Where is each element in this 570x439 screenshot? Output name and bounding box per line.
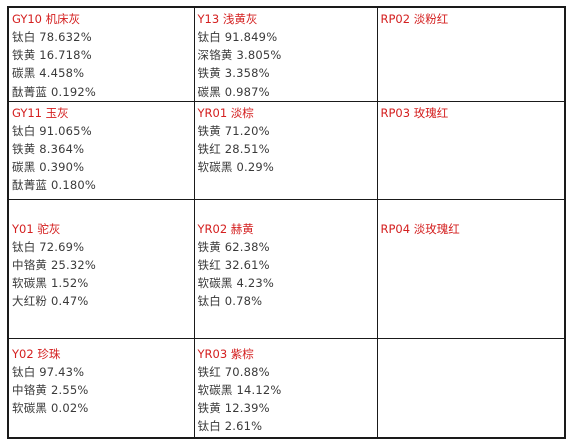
pigment-ingredient: 钛白 97.43% <box>12 364 85 379</box>
recipe-cell: GY11 玉灰钛白 91.065% 铁黄 8.364% 碳黑 0.390% 酞菁蓝 0… <box>7 100 195 200</box>
color-code-title: GY11 玉灰 <box>12 105 69 120</box>
pigment-ingredient: 软碳黑 14.12% <box>197 383 282 398</box>
pigment-ingredient: 铁黄 3.358% <box>197 66 270 81</box>
recipe-cell: Y02 珍珠钛白 97.43% 中铬黄 2.55% 软碳黑 0.02% <box>7 337 195 439</box>
recipe-cell: YR01 淡棕铁黄 71.20% 铁红 28.51% 软碳黑 0.29% <box>193 100 378 200</box>
pigment-ingredient: 铁红 28.51% <box>197 142 270 157</box>
pigment-ingredient: 软碳黑 0.02% <box>12 401 89 416</box>
table-row: GY11 玉灰钛白 91.065% 铁黄 8.364% 碳黑 0.390% 酞菁蓝 0… <box>7 100 566 200</box>
pigment-ingredient: 碳黑 0.390% <box>12 160 85 175</box>
color-code-title: Y01 驼灰 <box>12 221 61 236</box>
pigment-ingredient: 软碳黑 4.23% <box>197 276 274 291</box>
color-code-title: YR02 赫黄 <box>197 221 254 236</box>
page: GY10 机床灰 钛白 78.632% 铁黄 16.718% 碳黑 4.458% 酞菁蓝… <box>7 6 566 439</box>
color-code-title: RP03 玫瑰红 <box>380 105 449 120</box>
table-row: Y02 珍珠钛白 97.43% 中铬黄 2.55% 软碳黑 0.02% YR03 紫棕… <box>7 337 566 439</box>
recipe-cell: GY10 机床灰 钛白 78.632% 铁黄 16.718% 碳黑 4.458% 酞菁蓝… <box>7 6 195 102</box>
pigment-ingredient: 大红粉 0.47% <box>12 294 89 309</box>
pigment-ingredient: 酞菁蓝 0.192% <box>12 84 97 99</box>
color-code-title: YR01 淡棕 <box>197 105 254 120</box>
recipe-cell: RP02 淡粉红 <box>376 6 566 102</box>
color-code-title: YR03 紫棕 <box>197 346 254 361</box>
pigment-ingredient: 铁黄 12.39% <box>197 401 270 416</box>
pigment-ingredient: 酞菁蓝 0.180% <box>12 178 97 193</box>
recipe-cell: YR03 紫棕铁红 70.88% 软碳黑 14.12% 铁黄 12.39% 钛白 2.… <box>193 337 378 439</box>
table-row: Y01 驼灰钛白 72.69% 中铬黄 25.32% 软碳黑 1.52% 大红粉 0.… <box>7 198 566 339</box>
recipe-cell: Y13 浅黄灰钛白 91.849% 深铬黄 3.805% 铁黄 3.358% 碳黑 0… <box>193 6 378 102</box>
table-row: GY10 机床灰 钛白 78.632% 铁黄 16.718% 碳黑 4.458% 酞菁蓝… <box>7 6 566 102</box>
pigment-ingredient: 中铬黄 2.55% <box>12 383 89 398</box>
pigment-ingredient: 碳黑 4.458% <box>12 66 85 81</box>
pigment-ingredient: 钛白 72.69% <box>12 239 85 254</box>
pigment-ingredient: 铁黄 8.364% <box>12 142 85 157</box>
table-body: GY10 机床灰 钛白 78.632% 铁黄 16.718% 碳黑 4.458% 酞菁蓝… <box>7 6 566 439</box>
pigment-ingredient: 软碳黑 0.29% <box>197 160 274 175</box>
color-code-title: RP04 淡玫瑰红 <box>380 221 460 236</box>
recipe-cell: RP04 淡玫瑰红 <box>376 198 566 339</box>
recipe-cell <box>376 337 566 439</box>
pigment-ingredient: 铁黄 16.718% <box>12 48 92 63</box>
color-code-title: RP02 淡粉红 <box>380 12 449 26</box>
recipe-cell: Y01 驼灰钛白 72.69% 中铬黄 25.32% 软碳黑 1.52% 大红粉 0.… <box>7 198 195 339</box>
pigment-ingredient: 中铬黄 25.32% <box>12 258 97 273</box>
color-code-title: Y02 珍珠 <box>12 346 61 361</box>
pigment-ingredient: 钛白 2.61% <box>197 419 263 434</box>
pigment-ingredient: 铁红 32.61% <box>197 258 270 273</box>
recipe-cell: RP03 玫瑰红 <box>376 100 566 200</box>
pigment-ingredient: 铁黄 62.38% <box>197 239 270 254</box>
recipe-cell: YR02 赫黄铁黄 62.38% 铁红 32.61% 软碳黑 4.23% 钛白 0.7… <box>193 198 378 339</box>
pigment-ingredient: 钛白 78.632% <box>12 30 92 44</box>
pigment-ingredient: 铁黄 71.20% <box>197 123 270 138</box>
pigment-ingredient: 深铬黄 3.805% <box>197 48 282 63</box>
pigment-ingredient: 钛白 91.849% <box>197 30 278 44</box>
pigment-ingredient: 钛白 0.78% <box>197 294 263 309</box>
color-code-title: Y13 浅黄灰 <box>197 12 258 26</box>
color-code-title: GY10 机床灰 <box>12 12 81 26</box>
paint-recipe-table: GY10 机床灰 钛白 78.632% 铁黄 16.718% 碳黑 4.458% 酞菁蓝… <box>7 6 566 439</box>
pigment-ingredient: 钛白 91.065% <box>12 123 92 138</box>
pigment-ingredient: 碳黑 0.987% <box>197 84 270 99</box>
pigment-ingredient: 软碳黑 1.52% <box>12 276 89 291</box>
pigment-ingredient: 铁红 70.88% <box>197 364 270 379</box>
